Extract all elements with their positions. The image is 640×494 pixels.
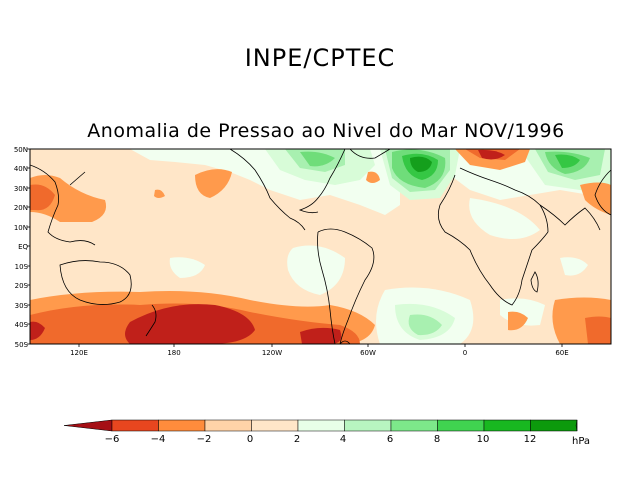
- colorbar-swatch: [204, 419, 252, 432]
- pos10-north-atlantic: [410, 156, 432, 172]
- colorbar-arrow-right: [575, 419, 578, 432]
- lon-label: 120W: [262, 349, 282, 357]
- colorbar-tick-label: 12: [524, 434, 537, 445]
- colorbar: [63, 419, 578, 432]
- colorbar-tick-label: 8: [434, 434, 440, 445]
- positive-small-pacific: [169, 257, 205, 278]
- colorbar-swatch: [297, 419, 345, 432]
- colorbar-swatch: [530, 419, 578, 432]
- longitude-axis: 120E 180 120W 60W 0 60E: [70, 349, 569, 357]
- positive-north-africa: [469, 198, 540, 239]
- lat-label: 20N: [14, 204, 28, 212]
- lon-label: 60W: [360, 349, 376, 357]
- lat-label: 30N: [14, 185, 28, 193]
- lon-label: 180: [167, 349, 180, 357]
- colorbar-tick-label: 2: [294, 434, 300, 445]
- colorbar-tick-label: −6: [105, 434, 120, 445]
- lat-label: 50S: [15, 341, 29, 349]
- lat-label: 40N: [14, 165, 28, 173]
- colorbar-swatch: [158, 419, 206, 432]
- org-title: INPE/CPTEC: [244, 44, 396, 72]
- pos8-siberia: [555, 154, 580, 168]
- colorbar-swatch: [437, 419, 485, 432]
- colorbar-swatch: [483, 419, 531, 432]
- colorbar-swatch: [390, 419, 438, 432]
- colorbar-arrow-left: [63, 419, 113, 432]
- map-title: Anomalia de Pressao ao Nivel do Mar NOV/…: [87, 120, 565, 142]
- neg6-south-pacific: [125, 304, 255, 344]
- colorbar-tick-label: 10: [477, 434, 490, 445]
- neg2-west-pacific: [30, 175, 107, 222]
- pos4-south-atlantic: [408, 314, 442, 336]
- positive-south-pacific: [287, 245, 345, 295]
- lon-label: 120E: [70, 349, 88, 357]
- colorbar-unit: hPa: [572, 436, 590, 447]
- lat-label: 10N: [14, 224, 28, 232]
- colorbar-labels: −6 −4 −2 0 2 4 6 8 10 12 hPa: [105, 434, 590, 447]
- coastlines: [30, 149, 611, 344]
- map-frame: [29, 148, 612, 345]
- anomaly-field: [30, 149, 611, 344]
- axis-ticks: [27, 148, 563, 347]
- colorbar-tick-label: 0: [247, 434, 253, 445]
- neg6-europe: [478, 149, 505, 160]
- colorbar-tick-label: 6: [387, 434, 393, 445]
- lat-label: 10S: [15, 263, 29, 271]
- neg2-north-pacific: [195, 169, 232, 198]
- lat-label: 50N: [14, 146, 28, 154]
- colorbar-swatch: [111, 419, 159, 432]
- lon-label: 0: [463, 349, 467, 357]
- lat-label: 20S: [15, 282, 29, 290]
- neg2-east-asia: [580, 182, 611, 215]
- lat-label: EQ: [18, 243, 28, 251]
- lon-label: 60E: [555, 349, 568, 357]
- pos6-greenland: [300, 151, 335, 167]
- neg4-south-indian: [585, 316, 611, 344]
- neg2-atlantic-dot: [366, 171, 380, 183]
- colorbar-tick-label: 4: [340, 434, 346, 445]
- colorbar-swatch: [344, 419, 392, 432]
- neg2-pacific-dot: [154, 189, 165, 198]
- colorbar-tick-label: −2: [197, 434, 212, 445]
- neg6-drake-passage: [300, 327, 342, 344]
- neg6-west: [30, 321, 45, 340]
- latitude-axis: 50N 40N 30N 20N 10N EQ 10S 20S 30S 40S 5…: [14, 146, 29, 349]
- lat-label: 40S: [15, 321, 29, 329]
- neg4-west-pacific: [30, 184, 55, 211]
- neg2-small-indian: [508, 311, 528, 331]
- colorbar-swatch: [251, 419, 299, 432]
- lat-label: 30S: [15, 302, 29, 310]
- positive-indian: [560, 257, 588, 276]
- colorbar-tick-label: −4: [151, 434, 166, 445]
